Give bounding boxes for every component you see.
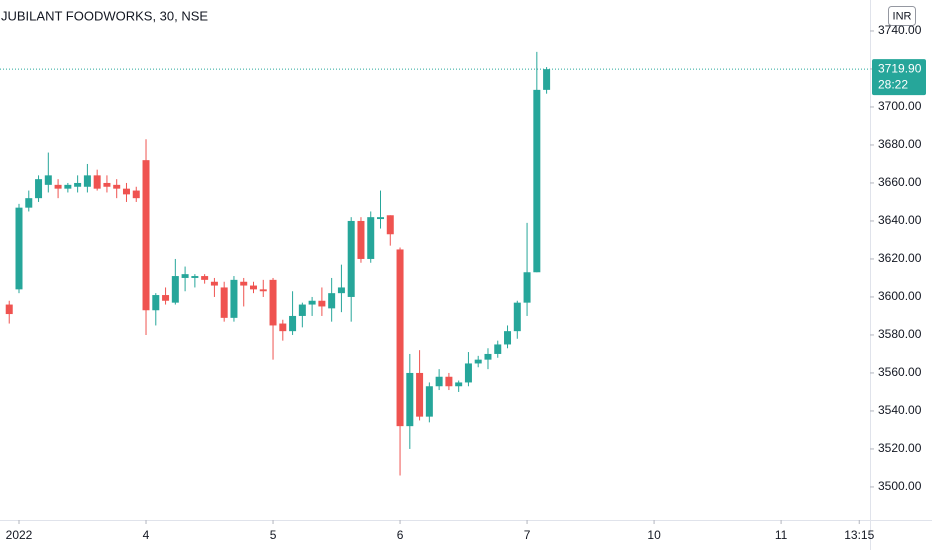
candle-body: [543, 69, 551, 90]
candle-body: [191, 276, 199, 278]
y-tick-label: 3500.00: [878, 479, 922, 493]
candle-body: [494, 344, 502, 354]
y-tick-label: 3700.00: [878, 99, 922, 113]
candle-body: [396, 249, 404, 427]
price-tag-label: 3719.90: [878, 61, 922, 75]
candle-body: [181, 274, 189, 278]
x-tick-label: 2022: [6, 528, 33, 542]
candle-body: [171, 276, 179, 303]
candle-body: [464, 363, 472, 383]
candle-body: [15, 207, 23, 290]
y-tick-label: 3540.00: [878, 403, 922, 417]
candle-body: [416, 372, 424, 417]
currency-label[interactable]: INR: [893, 10, 912, 22]
candle-body: [533, 89, 541, 273]
candle-body: [83, 175, 91, 187]
candle-body: [113, 184, 121, 189]
candle-body: [289, 315, 297, 332]
candle-body: [386, 215, 394, 235]
candle-body: [406, 372, 414, 427]
candle-body: [162, 295, 170, 301]
candle-body: [474, 359, 482, 364]
candle-body: [201, 276, 209, 280]
candle-body: [279, 323, 287, 332]
candle-body: [25, 198, 33, 208]
y-tick-label: 3680.00: [878, 137, 922, 151]
x-tick-label: 11: [775, 528, 788, 542]
currency-badge[interactable]: [888, 6, 916, 26]
candle-body: [347, 220, 355, 297]
y-tick-label: 3520.00: [878, 441, 922, 455]
candle-body: [230, 279, 238, 318]
candle-body: [337, 287, 345, 294]
candle-body: [220, 287, 228, 318]
candle-body: [298, 304, 306, 316]
candle-body: [513, 302, 521, 332]
price-tag-timer: 28:22: [878, 77, 908, 91]
candle-body: [74, 182, 82, 187]
candle-body: [425, 386, 433, 417]
candle-body: [504, 331, 512, 345]
candle-body: [132, 190, 140, 199]
candle-body: [455, 382, 463, 387]
candle-body: [445, 376, 453, 387]
candle-body: [318, 300, 326, 307]
y-tick-label: 3600.00: [878, 289, 922, 303]
x-tick-label: 4: [143, 528, 150, 542]
candle-body: [35, 179, 43, 199]
candle-body: [269, 279, 277, 326]
candle-body: [44, 175, 52, 185]
candle-body: [357, 220, 365, 259]
candle-body: [210, 281, 218, 286]
chart-title: JUBILANT FOODWORKS, 30, NSE: [1, 8, 208, 23]
candle-body: [240, 281, 248, 286]
candle-body: [142, 160, 150, 311]
y-tick-label: 3740.00: [878, 23, 922, 37]
candle-body: [328, 293, 336, 309]
candle-body: [435, 376, 443, 387]
candle-body: [64, 184, 72, 189]
x-tick-label: 13:15: [844, 528, 874, 542]
y-tick-label: 3580.00: [878, 327, 922, 341]
y-tick-label: 3640.00: [878, 213, 922, 227]
price-tag: [872, 59, 926, 96]
x-tick-label: 5: [270, 528, 277, 542]
candle-body: [367, 217, 375, 259]
candle-body: [484, 353, 492, 360]
x-tick-label: 10: [647, 528, 661, 542]
candle-body: [308, 300, 316, 305]
x-tick-label: 7: [524, 528, 531, 542]
candle-body: [523, 272, 531, 303]
candle-body: [5, 304, 13, 315]
candle-body: [259, 289, 267, 292]
candle-body: [152, 295, 160, 311]
y-tick-label: 3620.00: [878, 251, 922, 265]
candle-body: [54, 184, 62, 189]
y-tick-label: 3560.00: [878, 365, 922, 379]
candle-body: [377, 217, 385, 220]
y-tick-label: 3660.00: [878, 175, 922, 189]
x-tick-label: 6: [397, 528, 404, 542]
candle-body: [93, 175, 101, 189]
candle-body: [103, 182, 111, 187]
candle-body: [122, 188, 130, 195]
candle-body: [249, 285, 257, 290]
